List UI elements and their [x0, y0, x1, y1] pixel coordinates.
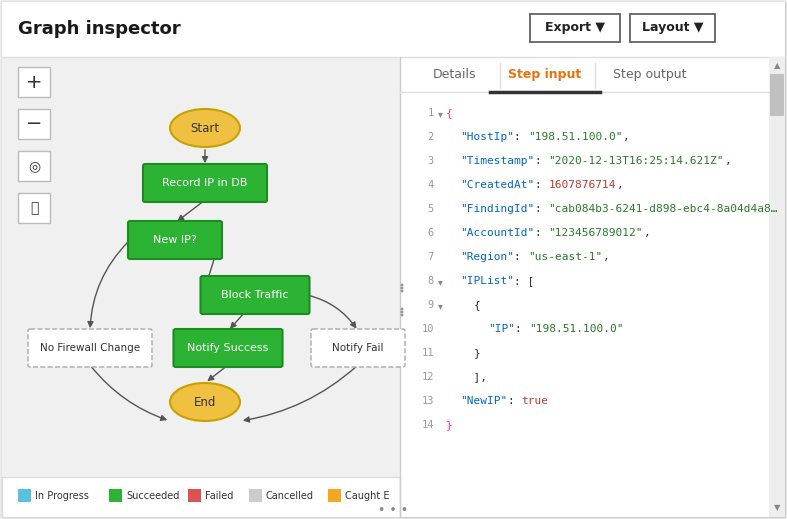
Text: Caught E: Caught E — [345, 491, 390, 501]
Text: 1607876714: 1607876714 — [549, 180, 616, 190]
Text: Export ▼: Export ▼ — [545, 21, 605, 34]
Text: 12: 12 — [422, 372, 434, 382]
Text: 5: 5 — [428, 204, 434, 214]
FancyBboxPatch shape — [311, 329, 405, 367]
Text: "IP": "IP" — [488, 324, 515, 334]
FancyBboxPatch shape — [630, 14, 715, 42]
Text: ,: , — [603, 252, 610, 262]
Text: "AccountId": "AccountId" — [460, 228, 534, 238]
FancyBboxPatch shape — [328, 489, 341, 502]
Text: Step input: Step input — [508, 68, 582, 81]
Text: "HostIp": "HostIp" — [460, 132, 514, 142]
Text: :: : — [535, 180, 549, 190]
Text: ⛶: ⛶ — [30, 201, 39, 215]
Text: Notify Fail: Notify Fail — [332, 343, 384, 353]
Text: 1: 1 — [428, 108, 434, 118]
FancyBboxPatch shape — [249, 489, 262, 502]
Text: 6: 6 — [428, 228, 434, 238]
Text: "123456789012": "123456789012" — [549, 228, 643, 238]
Circle shape — [401, 286, 404, 290]
Text: 11: 11 — [422, 348, 434, 358]
Text: Details: Details — [434, 68, 477, 81]
Ellipse shape — [170, 109, 240, 147]
FancyBboxPatch shape — [2, 477, 400, 517]
FancyBboxPatch shape — [2, 2, 785, 57]
Text: Start: Start — [190, 121, 220, 134]
FancyBboxPatch shape — [400, 57, 783, 517]
Text: 4: 4 — [428, 180, 434, 190]
Text: ▲: ▲ — [774, 61, 780, 71]
Text: :: : — [535, 156, 549, 166]
Text: "IPList": "IPList" — [460, 276, 514, 286]
FancyBboxPatch shape — [18, 193, 50, 223]
Text: "Timestamp": "Timestamp" — [460, 156, 534, 166]
Text: End: End — [194, 395, 216, 408]
Text: In Progress: In Progress — [35, 491, 89, 501]
Text: 10: 10 — [422, 324, 434, 334]
Text: Step output: Step output — [613, 68, 687, 81]
Text: • • •: • • • — [379, 504, 408, 517]
Circle shape — [401, 310, 404, 313]
FancyBboxPatch shape — [18, 151, 50, 181]
Text: 9: 9 — [428, 300, 434, 310]
FancyBboxPatch shape — [530, 14, 620, 42]
Text: 7: 7 — [428, 252, 434, 262]
Text: ▾: ▾ — [438, 109, 443, 119]
Text: }: } — [474, 348, 481, 358]
FancyBboxPatch shape — [109, 489, 122, 502]
Text: "198.51.100.0": "198.51.100.0" — [529, 324, 623, 334]
FancyBboxPatch shape — [2, 57, 400, 477]
Text: Layout ▼: Layout ▼ — [641, 21, 704, 34]
Ellipse shape — [170, 383, 240, 421]
Text: "198.51.100.0": "198.51.100.0" — [528, 132, 623, 142]
Text: "CreatedAt": "CreatedAt" — [460, 180, 534, 190]
Text: 2: 2 — [428, 132, 434, 142]
Text: :: : — [515, 132, 528, 142]
FancyBboxPatch shape — [18, 109, 50, 139]
FancyBboxPatch shape — [128, 221, 222, 259]
Text: : [: : [ — [515, 276, 534, 286]
Text: −: − — [26, 115, 42, 133]
FancyBboxPatch shape — [188, 489, 201, 502]
Text: ▾: ▾ — [438, 301, 443, 311]
Text: :: : — [515, 252, 528, 262]
Text: ▼: ▼ — [774, 503, 780, 512]
FancyBboxPatch shape — [18, 489, 31, 502]
Text: "NewIP": "NewIP" — [460, 396, 508, 406]
Text: "Region": "Region" — [460, 252, 514, 262]
Text: +: + — [26, 73, 42, 91]
Text: ▾: ▾ — [438, 277, 443, 287]
Text: {: { — [474, 300, 481, 310]
Text: :: : — [508, 396, 521, 406]
Text: Record IP in DB: Record IP in DB — [162, 178, 248, 188]
Text: Notify Success: Notify Success — [187, 343, 268, 353]
FancyBboxPatch shape — [770, 74, 784, 116]
Circle shape — [401, 290, 404, 293]
Text: "us-east-1": "us-east-1" — [528, 252, 602, 262]
Text: Cancelled: Cancelled — [266, 491, 314, 501]
Text: ◎: ◎ — [28, 159, 40, 173]
FancyBboxPatch shape — [769, 57, 785, 517]
Text: true: true — [521, 396, 549, 406]
Text: No Firewall Change: No Firewall Change — [40, 343, 140, 353]
Text: 3: 3 — [428, 156, 434, 166]
Text: :: : — [535, 228, 549, 238]
Text: ,: , — [616, 180, 623, 190]
Text: 13: 13 — [422, 396, 434, 406]
Circle shape — [401, 313, 404, 317]
Text: Succeeded: Succeeded — [126, 491, 179, 501]
Circle shape — [401, 307, 404, 310]
FancyBboxPatch shape — [201, 276, 309, 314]
Text: ],: ], — [460, 372, 487, 382]
Text: 14: 14 — [422, 420, 434, 430]
Text: "FindingId": "FindingId" — [460, 204, 534, 214]
Text: New IP?: New IP? — [153, 235, 197, 245]
Text: Graph inspector: Graph inspector — [18, 20, 181, 38]
Text: ,: , — [644, 228, 650, 238]
Text: {: { — [446, 108, 453, 118]
FancyBboxPatch shape — [143, 164, 267, 202]
Text: :: : — [535, 204, 549, 214]
FancyBboxPatch shape — [28, 329, 152, 367]
Text: ,: , — [623, 132, 630, 142]
